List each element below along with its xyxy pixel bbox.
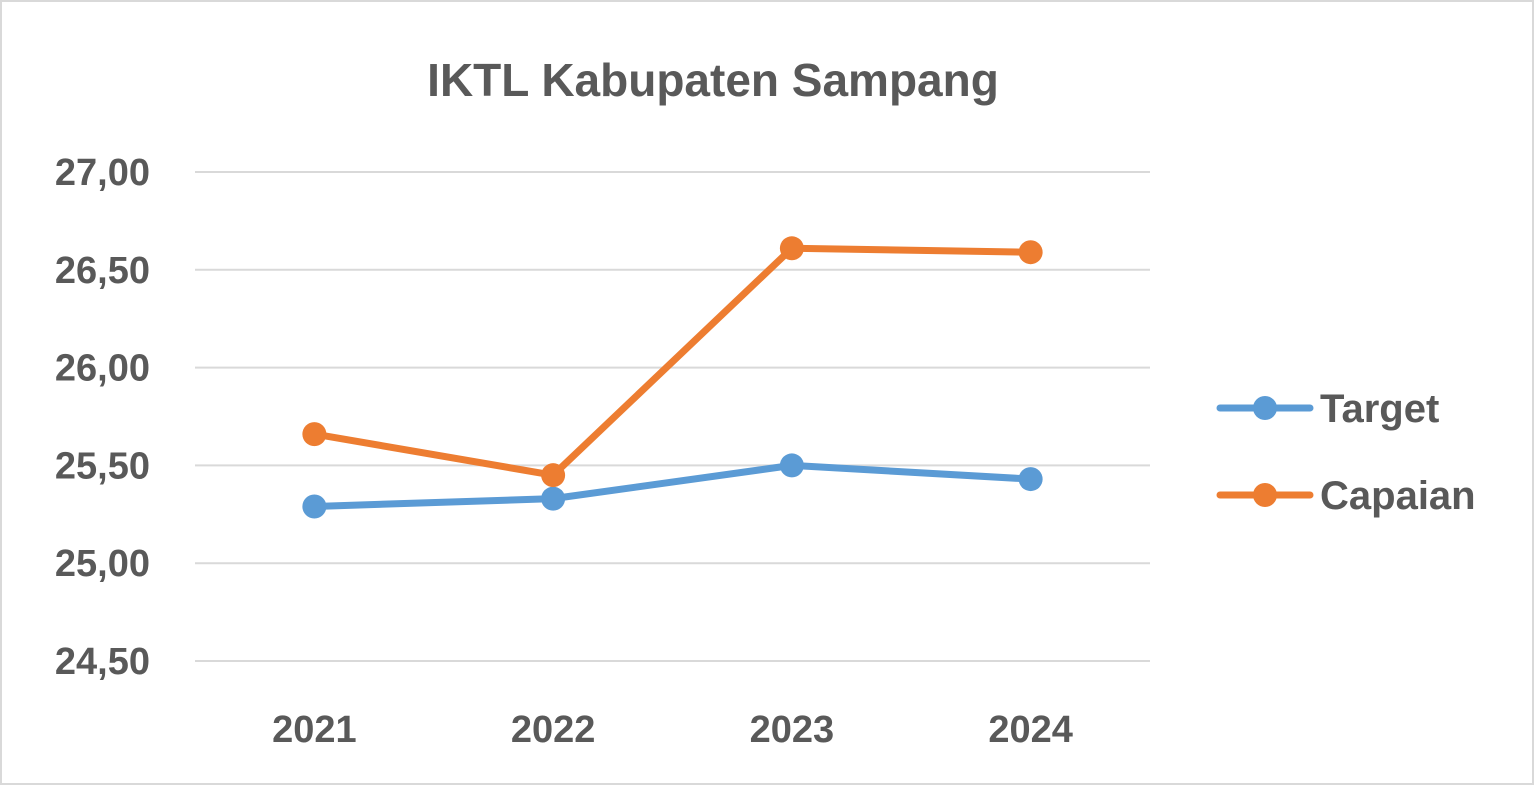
data-point: [779, 236, 804, 261]
legend-item-target: Target: [1216, 387, 1439, 431]
series-lines: [302, 236, 1043, 519]
y-tick-label: 26,00: [55, 348, 150, 390]
y-tick-label: 27,00: [55, 152, 150, 194]
gridlines: [195, 171, 1150, 662]
x-axis-tick-labels: 2021 2022 2023 2024: [272, 709, 1073, 751]
chart-title: IKTL Kabupaten Sampang: [427, 54, 999, 106]
data-point: [302, 422, 327, 447]
y-tick-label: 25,00: [55, 543, 150, 585]
data-point: [1018, 240, 1043, 265]
series-line: [310, 461, 1035, 510]
x-tick-label: 2022: [511, 709, 596, 751]
series-target: [302, 453, 1043, 519]
series-capaian: [302, 236, 1043, 488]
data-point: [1018, 467, 1043, 492]
data-point: [541, 463, 566, 488]
legend-label: Target: [1320, 387, 1439, 431]
legend-marker: [1253, 396, 1277, 420]
y-tick-label: 26,50: [55, 250, 150, 292]
legend: Target Capaian: [1216, 387, 1476, 518]
y-tick-label: 25,50: [55, 445, 150, 487]
data-point: [302, 494, 327, 519]
x-tick-label: 2021: [272, 709, 357, 751]
y-tick-label: 24,50: [55, 641, 150, 683]
x-tick-label: 2023: [750, 709, 835, 751]
legend-item-capaian: Capaian: [1216, 474, 1476, 518]
legend-label: Capaian: [1320, 474, 1476, 518]
data-point: [779, 453, 804, 478]
x-tick-label: 2024: [988, 709, 1073, 751]
series-line: [310, 244, 1035, 479]
data-point: [541, 486, 566, 511]
y-axis-tick-labels: 24,50 25,00 25,50 26,00 26,50 27,00: [55, 152, 150, 683]
legend-marker: [1253, 483, 1277, 507]
